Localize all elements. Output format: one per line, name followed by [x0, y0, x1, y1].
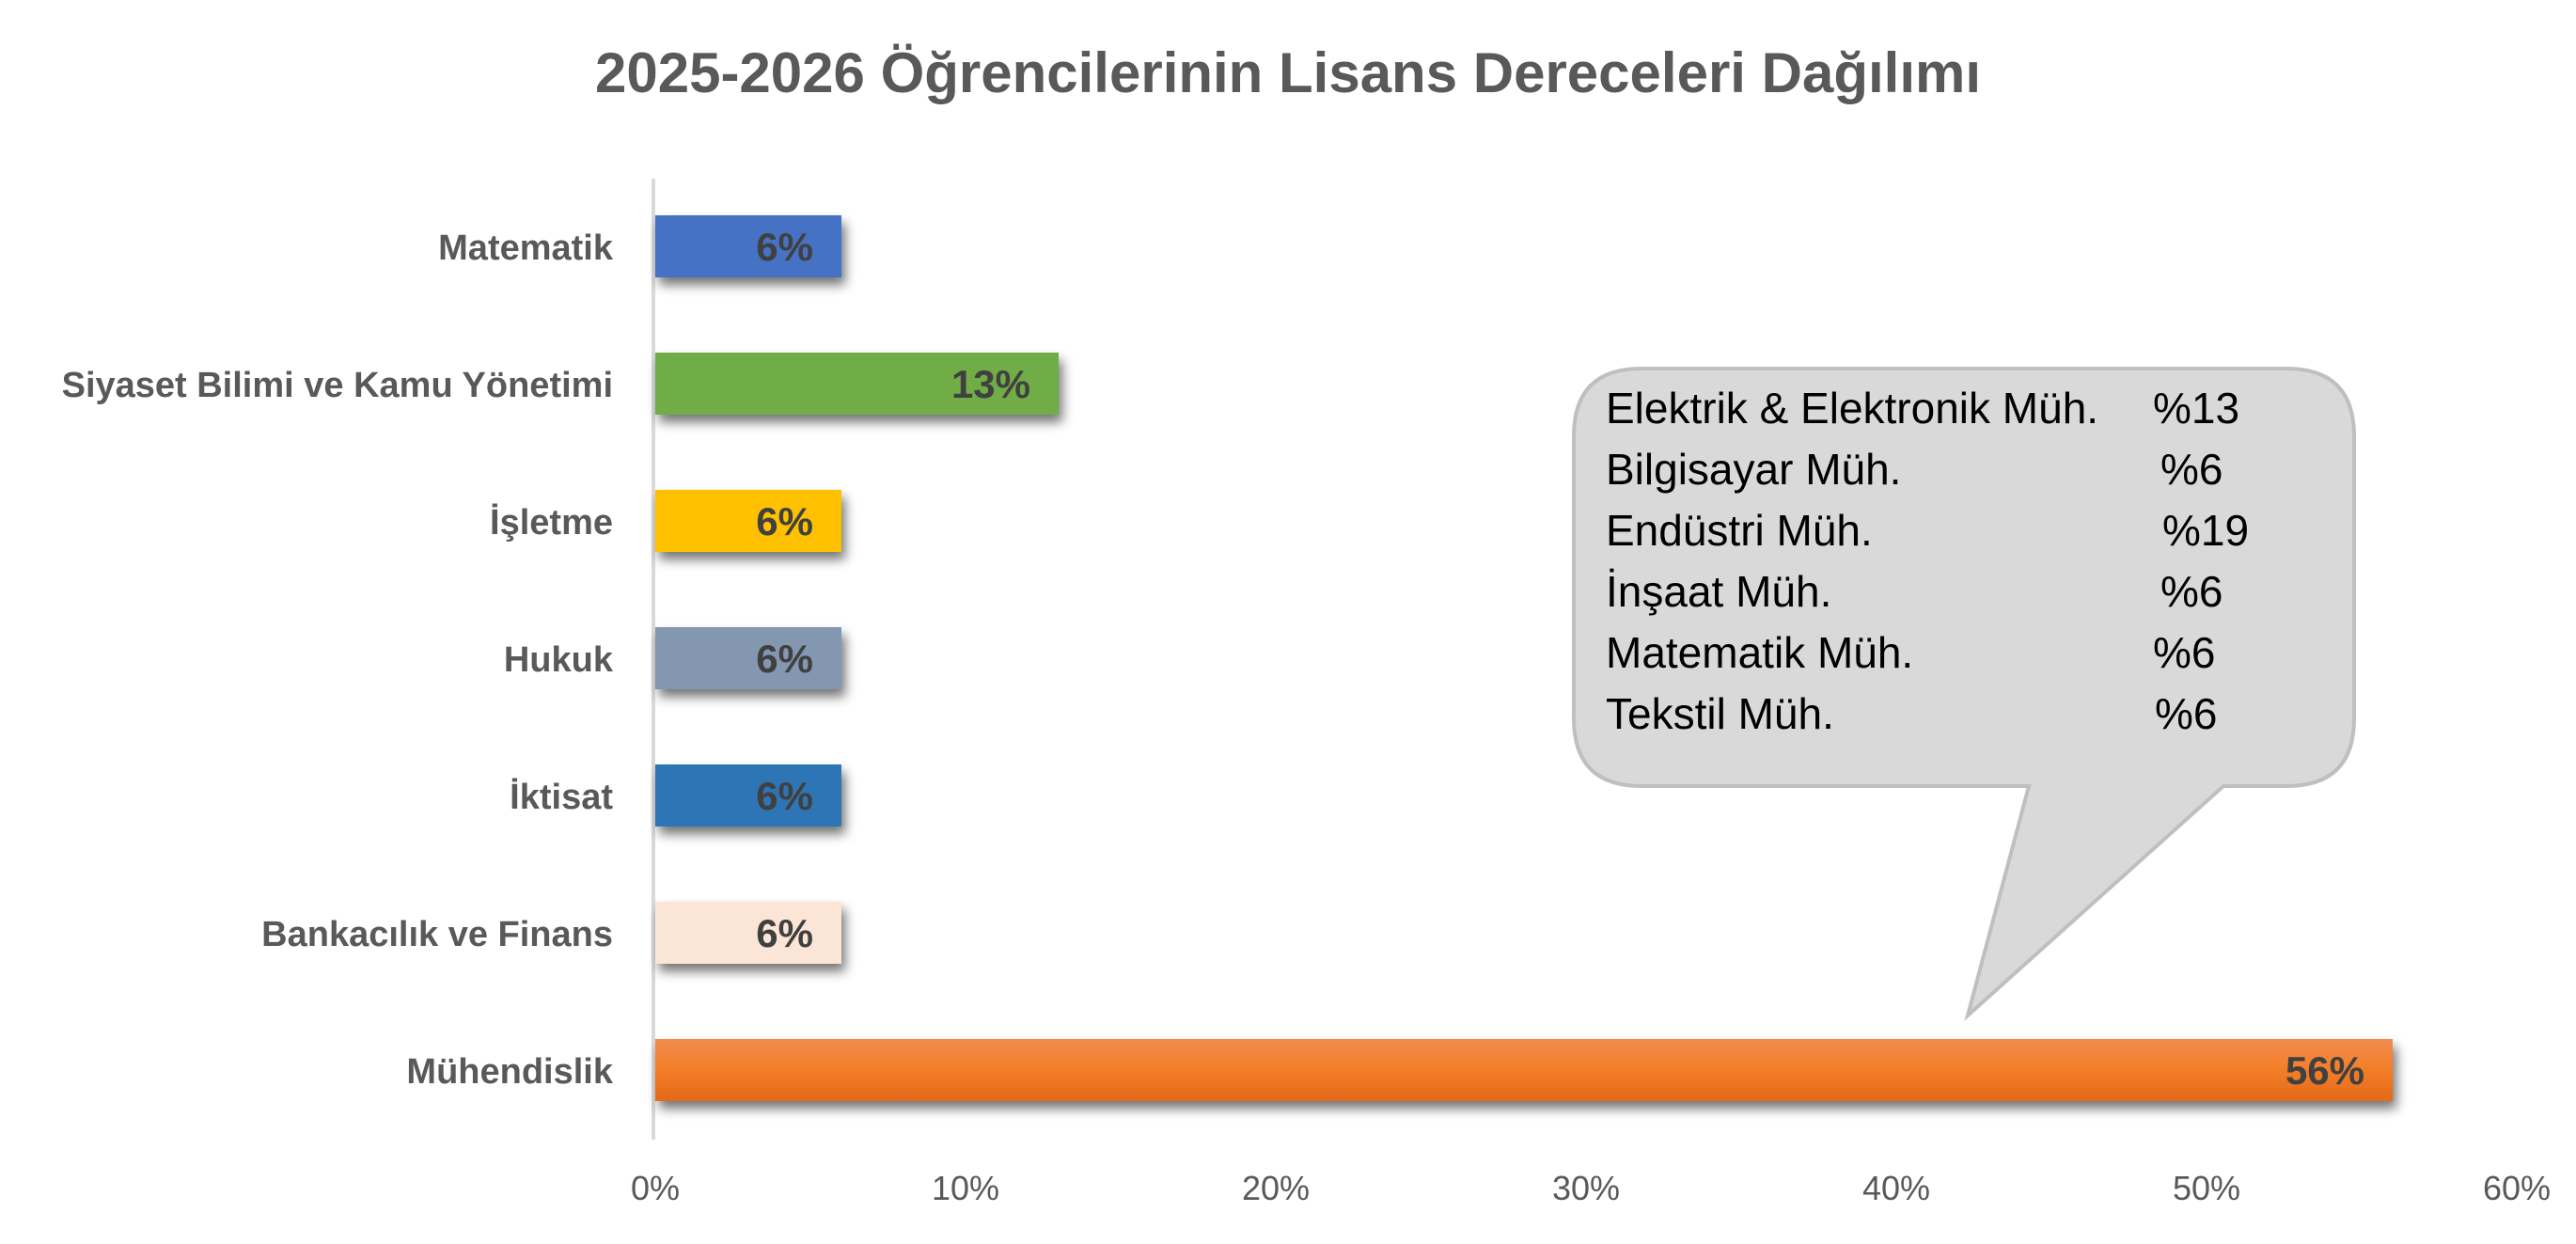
bar-iktisat [655, 764, 841, 827]
data-label: 6% [756, 499, 813, 543]
x-tick-label: 50% [2173, 1169, 2240, 1207]
callout-row-label: Endüstri Müh. [1606, 506, 1873, 555]
callout-annotation: Elektrik & Elektronik Müh. %13 Bilgisayar … [1572, 367, 2356, 1021]
callout-row-value: %6 [2155, 689, 2217, 738]
category-label: Siyaset Bilimi ve Kamu Yönetimi [62, 366, 613, 405]
callout-row-label: İnşaat Müh. [1606, 567, 1831, 616]
callout-row-value: %13 [2153, 384, 2239, 433]
bar-isletme [655, 490, 841, 552]
data-label: 56% [2285, 1048, 2364, 1093]
data-label: 6% [756, 774, 813, 818]
x-axis-ticks: 0% 10% 20% 30% 40% 50% 60% [631, 1169, 2551, 1207]
data-label: 6% [756, 637, 813, 681]
callout-row-value: %6 [2160, 567, 2223, 616]
bar-muhendislik [655, 1039, 2393, 1101]
bars-group [655, 215, 2393, 1101]
callout-row-label: Elektrik & Elektronik Müh. [1606, 384, 2098, 433]
callout-bubble [1572, 367, 2356, 1021]
bar-hukuk [655, 627, 841, 689]
x-tick-label: 20% [1242, 1169, 1310, 1207]
category-label: Mühendislik [406, 1052, 613, 1092]
category-label: Hukuk [504, 640, 614, 680]
data-labels: 6% 13% 6% 6% 6% 6% 56% [756, 225, 2364, 1093]
bar-siyaset-bilimi-ve-kamu-yonetimi [655, 353, 1059, 415]
callout-row-label: Tekstil Müh. [1606, 689, 1834, 738]
x-tick-label: 40% [1862, 1169, 1930, 1207]
category-labels: Matematik Siyaset Bilimi ve Kamu Yönetimi… [62, 228, 614, 1092]
data-label: 13% [951, 362, 1030, 406]
x-tick-label: 10% [932, 1169, 999, 1207]
data-label: 6% [756, 911, 813, 955]
callout-row-label: Bilgisayar Müh. [1606, 445, 1901, 494]
category-label: Matematik [438, 228, 614, 268]
category-label: İşletme [490, 503, 613, 543]
x-tick-label: 60% [2483, 1169, 2551, 1207]
callout-rows: Elektrik & Elektronik Müh. %13 Bilgisayar … [1606, 384, 2249, 738]
callout-row-value: %6 [2153, 628, 2215, 677]
chart-title: 2025-2026 Öğrencilerinin Lisans Derecele… [595, 41, 1981, 104]
callout-row-value: %19 [2162, 506, 2249, 555]
category-label: İktisat [510, 778, 613, 817]
callout-row-value: %6 [2160, 445, 2223, 494]
bar-matematik [655, 215, 841, 277]
x-tick-label: 0% [631, 1169, 680, 1207]
x-tick-label: 30% [1552, 1169, 1620, 1207]
category-label: Bankacılık ve Finans [261, 915, 613, 954]
data-label: 6% [756, 225, 813, 269]
bar-bankaclk-ve-finans [655, 902, 841, 964]
callout-row-label: Matematik Müh. [1606, 628, 1913, 677]
